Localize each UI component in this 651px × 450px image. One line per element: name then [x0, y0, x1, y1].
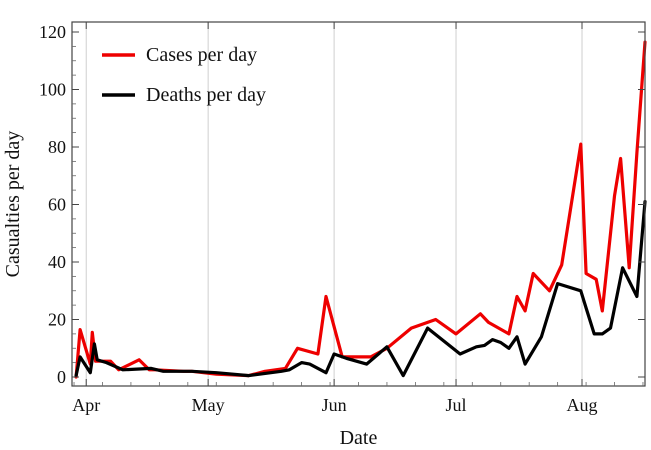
x-tick-label: Jun [322, 395, 347, 415]
data-point-cases-per-day [595, 278, 598, 281]
data-point-cases-per-day [523, 309, 527, 313]
data-point-deaths-per-day [78, 355, 82, 359]
data-point-deaths-per-day [540, 335, 543, 338]
data-point-deaths-per-day [458, 352, 462, 356]
data-point-deaths-per-day [507, 347, 511, 350]
data-point-cases-per-day [628, 266, 631, 269]
data-point-deaths-per-day [247, 374, 250, 377]
x-tick-label: Jul [446, 395, 467, 415]
y-tick-label: 0 [57, 367, 66, 387]
data-point-cases-per-day [635, 151, 639, 154]
data-point-deaths-per-day [96, 358, 99, 361]
data-point-deaths-per-day [475, 345, 478, 348]
data-point-deaths-per-day [483, 344, 486, 347]
data-point-deaths-per-day [345, 357, 348, 360]
data-point-cases-per-day [296, 347, 299, 350]
data-point-cases-per-day [109, 360, 112, 363]
data-point-deaths-per-day [300, 361, 303, 364]
legend-label-cases-per-day: Cases per day [146, 44, 257, 66]
data-point-deaths-per-day [499, 341, 502, 344]
data-point-deaths-per-day [515, 335, 519, 338]
y-tick-label: 120 [39, 22, 66, 42]
data-point-cases-per-day [619, 157, 622, 160]
data-point-cases-per-day [137, 358, 141, 361]
x-axis-title: Date [340, 427, 378, 449]
data-point-deaths-per-day [162, 370, 165, 373]
data-point-deaths-per-day [584, 306, 588, 310]
data-point-cases-per-day [434, 318, 437, 321]
ticks-layer: Apr May Jun Jul Aug 0 20 40 60 80 100 120 [39, 22, 645, 415]
data-point-deaths-per-day [93, 342, 96, 346]
series-line-deaths-per-day [74, 200, 647, 378]
data-point-deaths-per-day [190, 370, 194, 373]
data-point-deaths-per-day [308, 362, 311, 366]
data-point-cases-per-day [584, 272, 588, 275]
data-point-deaths-per-day [324, 371, 328, 374]
data-point-cases-per-day [487, 321, 490, 324]
data-point-deaths-per-day [332, 352, 336, 356]
data-point-cases-per-day [579, 142, 582, 146]
data-point-cases-per-day [601, 309, 604, 313]
data-point-deaths-per-day [523, 362, 527, 366]
data-point-cases-per-day [349, 355, 352, 359]
data-point-deaths-per-day [150, 367, 153, 370]
data-point-deaths-per-day [601, 332, 604, 336]
data-point-deaths-per-day [402, 374, 405, 377]
legend-label-deaths-per-day: Deaths per day [146, 84, 266, 106]
y-tick-label: 80 [48, 137, 66, 157]
x-tick-label: Apr [72, 395, 100, 415]
data-point-deaths-per-day [621, 266, 624, 269]
y-axis-title: Casualties per day [2, 131, 24, 278]
data-point-deaths-per-day [593, 332, 596, 336]
data-point-cases-per-day [369, 355, 372, 359]
data-point-cases-per-day [560, 263, 563, 267]
data-point-deaths-per-day [89, 371, 92, 374]
data-point-cases-per-day [479, 312, 482, 315]
series-layer [74, 40, 647, 379]
plot-frame [71, 21, 646, 387]
data-point-cases-per-day [324, 295, 328, 298]
data-point-cases-per-day [613, 194, 616, 198]
data-point-deaths-per-day [556, 282, 559, 285]
data-point-deaths-per-day [288, 368, 291, 371]
legend: Cases per day Deaths per day [102, 44, 266, 106]
x-tick-label: May [192, 395, 225, 415]
data-point-deaths-per-day [491, 338, 494, 341]
data-point-deaths-per-day [579, 289, 582, 292]
data-point-deaths-per-day [121, 368, 125, 371]
data-point-deaths-per-day [426, 326, 429, 330]
data-point-cases-per-day [78, 328, 82, 331]
data-point-cases-per-day [507, 332, 511, 336]
data-point-deaths-per-day [215, 371, 218, 374]
y-tick-label: 60 [48, 195, 66, 215]
data-point-cases-per-day [410, 326, 413, 330]
data-point-cases-per-day [515, 295, 519, 298]
data-point-cases-per-day [454, 332, 458, 336]
data-point-cases-per-day [548, 289, 551, 292]
data-point-deaths-per-day [365, 362, 368, 366]
data-point-deaths-per-day [74, 374, 78, 377]
data-point-deaths-per-day [635, 295, 639, 298]
data-point-deaths-per-day [280, 370, 283, 373]
data-point-cases-per-day [532, 272, 535, 275]
data-point-deaths-per-day [609, 326, 612, 330]
x-tick-label: Aug [567, 395, 598, 415]
data-point-cases-per-day [316, 352, 320, 356]
y-tick-label: 40 [48, 252, 66, 272]
y-tick-label: 100 [39, 80, 66, 100]
y-tick-label: 20 [48, 310, 66, 330]
data-point-deaths-per-day [105, 361, 108, 364]
data-point-cases-per-day [91, 331, 94, 334]
data-point-deaths-per-day [385, 345, 389, 348]
